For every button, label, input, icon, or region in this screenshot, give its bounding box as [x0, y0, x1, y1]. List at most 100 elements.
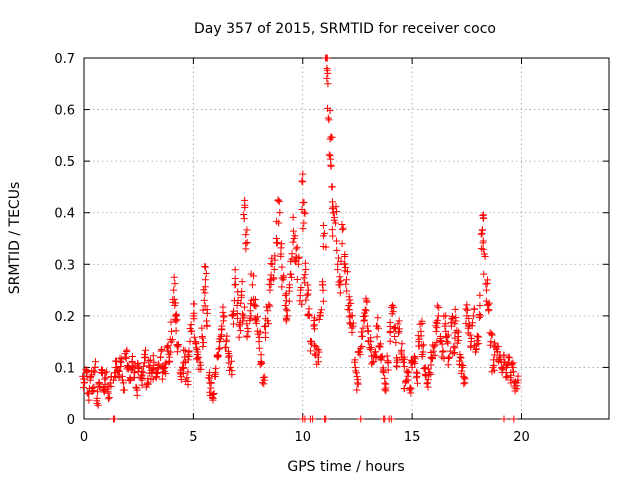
data-point — [393, 363, 401, 371]
data-point — [261, 373, 269, 381]
data-point — [146, 356, 154, 364]
data-point — [352, 367, 360, 375]
data-point — [513, 382, 521, 390]
data-point — [433, 338, 441, 346]
data-point — [244, 325, 252, 333]
data-point — [184, 377, 192, 385]
data-point — [190, 300, 198, 308]
data-point — [141, 354, 149, 362]
data-point — [250, 301, 258, 309]
data-point — [289, 213, 297, 221]
data-point — [216, 344, 224, 352]
data-point — [431, 351, 439, 359]
data-point — [466, 331, 474, 339]
data-point — [462, 305, 470, 313]
data-point — [423, 380, 431, 388]
data-point — [450, 343, 458, 351]
data-point — [207, 379, 215, 387]
data-point — [391, 324, 399, 332]
data-point — [386, 329, 394, 337]
data-point — [292, 245, 300, 253]
data-point — [341, 252, 349, 260]
data-point — [475, 340, 483, 348]
data-point — [365, 337, 373, 345]
data-point — [315, 348, 323, 356]
data-point — [367, 334, 375, 342]
data-point — [237, 293, 245, 301]
data-point — [392, 339, 400, 347]
data-point — [225, 352, 233, 360]
data-point — [490, 361, 498, 369]
data-point — [395, 317, 403, 325]
axis-ticks: 0 0.1 0.2 0.3 0.4 0.5 0.6 0.7 0 5 10 15 20 — [54, 52, 609, 445]
data-point — [81, 378, 89, 386]
data-point — [94, 401, 102, 409]
y-tick-label: 0.3 — [54, 258, 75, 273]
data-point — [327, 161, 335, 169]
data-point — [475, 333, 483, 341]
data-point — [117, 358, 125, 366]
data-point — [159, 369, 167, 377]
data-point — [133, 391, 141, 399]
data-point — [127, 375, 135, 383]
data-point — [238, 310, 246, 318]
data-point — [373, 333, 381, 341]
data-point — [453, 339, 461, 347]
data-point — [243, 226, 251, 234]
data-point — [328, 183, 336, 191]
data-point — [328, 205, 336, 213]
data-point — [105, 394, 113, 402]
data-point — [201, 289, 209, 297]
data-point — [326, 107, 334, 115]
data-point — [226, 366, 234, 374]
data-point — [142, 346, 150, 354]
data-point — [129, 363, 137, 371]
data-point — [184, 351, 192, 359]
data-point — [364, 327, 372, 335]
data-point — [302, 296, 310, 304]
data-point — [282, 317, 290, 325]
data-point — [166, 357, 174, 365]
data-point — [383, 352, 391, 360]
data-point — [337, 257, 345, 265]
data-point — [170, 295, 178, 303]
data-point — [229, 312, 237, 320]
data-point — [487, 330, 495, 338]
data-point — [387, 303, 395, 311]
data-point — [310, 317, 318, 325]
data-point — [240, 303, 248, 311]
data-point — [296, 292, 304, 300]
baseline-point — [322, 415, 330, 423]
data-point — [287, 270, 295, 278]
data-point — [485, 306, 493, 314]
data-point — [444, 361, 452, 369]
data-point — [348, 328, 356, 336]
data-point — [347, 299, 355, 307]
data-point — [165, 350, 173, 358]
data-point — [170, 273, 178, 281]
data-point — [360, 316, 368, 324]
data-point — [266, 286, 274, 294]
data-point — [319, 297, 327, 305]
baseline-point — [510, 415, 518, 423]
data-point — [291, 257, 299, 265]
chart-title: Day 357 of 2015, SRMTID for receiver coc… — [194, 21, 496, 37]
data-point — [167, 318, 175, 326]
data-point — [458, 361, 466, 369]
data-point — [359, 324, 367, 332]
data-point — [239, 317, 247, 325]
data-point — [417, 332, 425, 340]
data-point — [278, 263, 286, 271]
data-point — [197, 361, 205, 369]
data-point — [261, 329, 269, 337]
data-point — [395, 325, 403, 333]
data-point — [362, 295, 370, 303]
data-point — [494, 343, 502, 351]
data-point — [192, 340, 200, 348]
data-point — [351, 356, 359, 364]
data-point — [89, 387, 97, 395]
data-point — [324, 114, 332, 122]
data-point — [275, 219, 283, 227]
data-point — [227, 357, 235, 365]
data-point — [300, 208, 308, 216]
